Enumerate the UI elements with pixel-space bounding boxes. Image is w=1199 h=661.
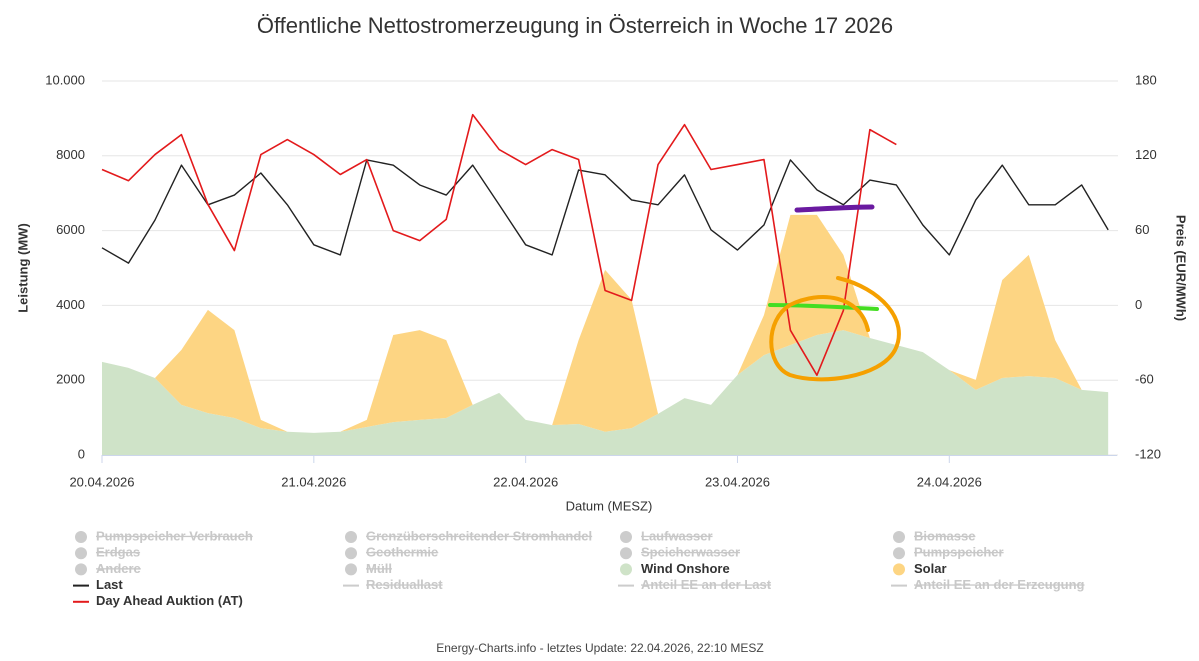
y2-tick-label: -120 — [1135, 446, 1161, 461]
chart-title: Öffentliche Nettostromerzeugung in Öster… — [257, 13, 893, 38]
legend-marker — [345, 563, 357, 576]
legend-label[interactable]: Solar — [914, 561, 947, 576]
lines — [101, 113, 1109, 377]
areas — [102, 214, 1109, 455]
legend-marker — [893, 563, 905, 576]
legend-label[interactable]: Anteil EE an der Erzeugung — [914, 577, 1085, 592]
y-tick-label: 8000 — [56, 147, 85, 162]
legend-label[interactable]: Biomasse — [914, 528, 975, 543]
legend-label[interactable]: Geothermie — [366, 545, 438, 560]
y2-tick-label: 120 — [1135, 147, 1157, 162]
legend-label[interactable]: Pumpspeicher Verbrauch — [96, 528, 253, 543]
purple-stroke — [794, 204, 875, 213]
legend-marker — [345, 531, 357, 543]
y-tick-label: 0 — [78, 446, 85, 461]
legend-marker — [893, 547, 905, 560]
ticks: 0 2000 4000 6000 8000 10.000 -120 -60 0 60 120 180 2… — [45, 72, 1161, 489]
legend-label[interactable]: Speicherwasser — [641, 545, 740, 560]
x-axis-label: Datum (MESZ) — [566, 498, 653, 513]
y2-tick-label: 0 — [1135, 297, 1142, 312]
y2-axis-label: Preis (EUR/MWh) — [1174, 215, 1189, 321]
legend-label[interactable]: Last — [96, 577, 123, 592]
legend-marker — [620, 531, 632, 543]
legend-label[interactable]: Residuallast — [366, 577, 443, 592]
line-series — [101, 159, 1109, 264]
legend-marker — [620, 547, 632, 560]
legend-label[interactable]: Müll — [366, 561, 392, 576]
legend-label[interactable]: Anteil EE an der Last — [641, 577, 772, 592]
x-tick-label: 20.04.2026 — [69, 474, 134, 489]
legend-marker — [75, 563, 87, 576]
x-tick-label: 24.04.2026 — [917, 474, 982, 489]
legend-marker — [620, 563, 632, 576]
legend-label[interactable]: Pumpspeicher — [914, 545, 1004, 560]
legend-label[interactable]: Day Ahead Auktion (AT) — [96, 593, 243, 608]
legend-marker — [345, 547, 357, 560]
orange-circle — [769, 276, 901, 382]
y-axis-label: Leistung (MW) — [15, 223, 30, 313]
y2-tick-label: 60 — [1135, 222, 1149, 237]
legend: Pumpspeicher Verbrauch Grenzüberschreiten… — [73, 528, 1085, 608]
legend-marker — [893, 531, 905, 543]
y-tick-label: 10.000 — [45, 72, 85, 87]
x-tick-label: 21.04.2026 — [281, 474, 346, 489]
hand-annotations — [768, 204, 901, 382]
x-tick-label: 22.04.2026 — [493, 474, 558, 489]
legend-label[interactable]: Wind Onshore — [641, 561, 730, 576]
legend-label[interactable]: Andere — [96, 561, 141, 576]
line-series — [101, 113, 897, 377]
green-stroke — [768, 303, 879, 311]
legend-marker — [75, 531, 87, 543]
legend-marker — [75, 547, 87, 560]
legend-label[interactable]: Grenzüberschreitender Stromhandel — [366, 528, 592, 543]
area — [102, 330, 1109, 455]
y-tick-label: 2000 — [56, 372, 85, 387]
legend-label[interactable]: Erdgas — [96, 545, 140, 560]
y2-tick-label: 180 — [1135, 72, 1157, 87]
area — [102, 214, 1109, 433]
y-tick-label: 6000 — [56, 222, 85, 237]
legend-label[interactable]: Laufwasser — [641, 528, 713, 543]
footer: Energy-Charts.info - letztes Update: 22.… — [436, 641, 764, 655]
y-tick-label: 4000 — [56, 297, 85, 312]
y2-tick-label: -60 — [1135, 372, 1154, 387]
x-tick-label: 23.04.2026 — [705, 474, 770, 489]
